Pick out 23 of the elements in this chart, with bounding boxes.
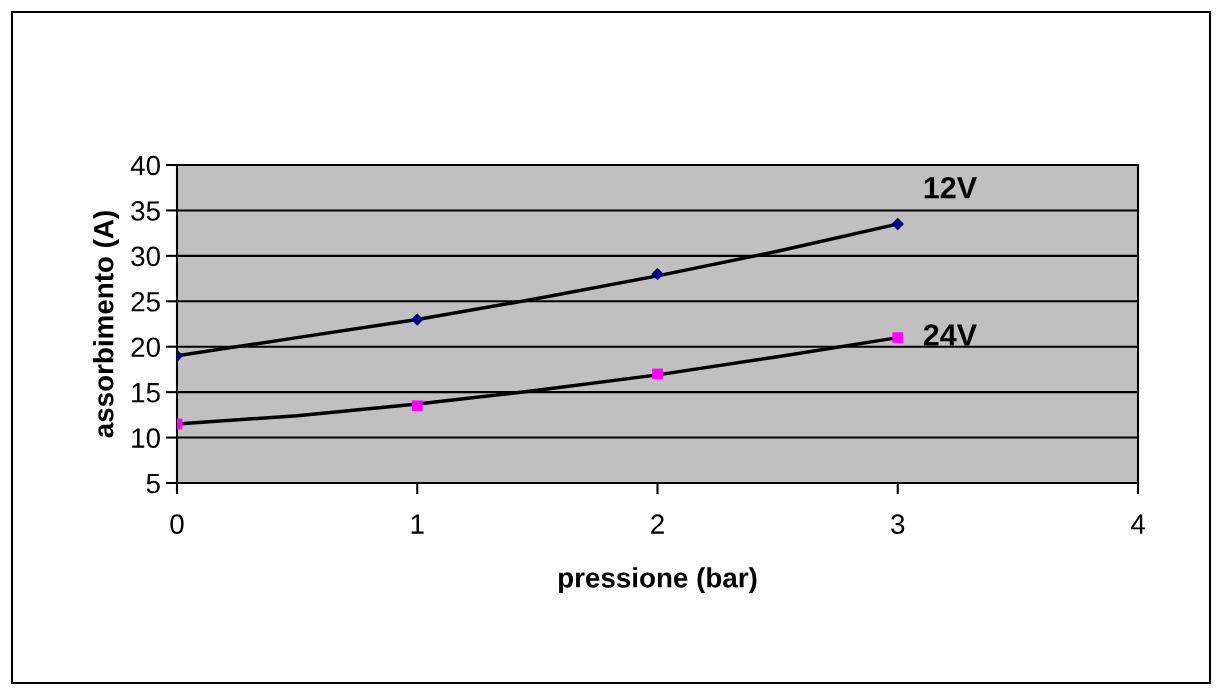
y-tick-label: 35 (131, 201, 160, 221)
y-tick-label: 15 (132, 383, 160, 403)
y-tick-label: 25 (131, 291, 160, 312)
series-label: 24V (923, 324, 977, 346)
point (891, 217, 904, 231)
x-tick-label: 3 (891, 514, 905, 534)
point (411, 400, 423, 412)
x-tick-label: 1 (411, 514, 424, 534)
y-tick-label: 5 (146, 473, 160, 494)
point (892, 332, 904, 344)
x-tick-label: 4 (1130, 514, 1145, 534)
x-tick-label: 0 (170, 514, 184, 534)
point (651, 267, 664, 281)
x-tick-label: 2 (651, 514, 664, 534)
point (411, 313, 424, 326)
y-tick-label: 30 (131, 246, 160, 267)
y-tick-label: 10 (132, 428, 160, 448)
x-axis-title: pressione (bar) (559, 567, 757, 594)
y-tick-label: 20 (131, 337, 160, 358)
y-tick-label: 40 (130, 155, 160, 176)
series-label: 12V (924, 176, 977, 199)
y-axis-title: assorbimento (A) (93, 211, 120, 438)
point (652, 368, 663, 380)
